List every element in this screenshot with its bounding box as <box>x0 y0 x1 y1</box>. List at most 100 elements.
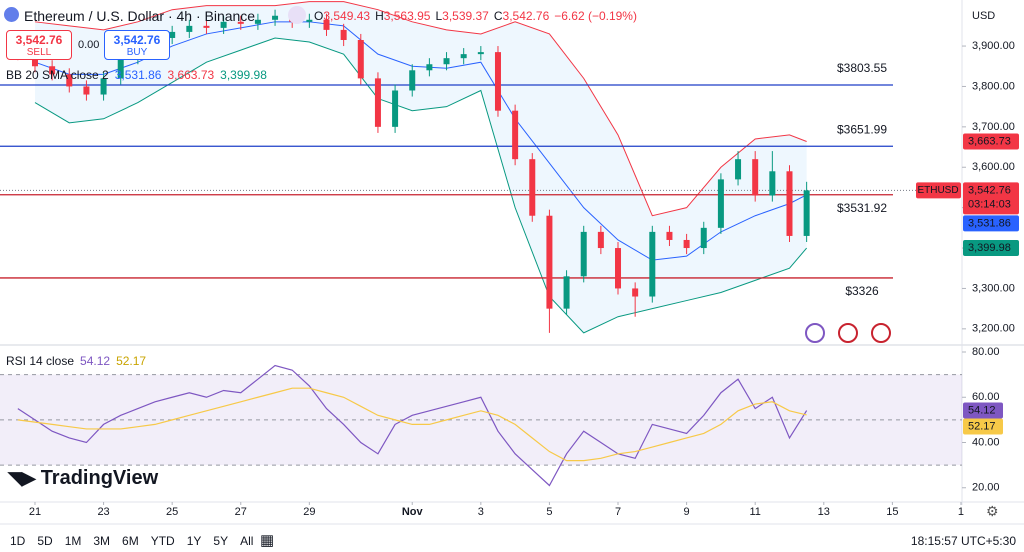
ohlc-change: −6.62 (−0.19%) <box>554 9 637 23</box>
x-tick-label: 25 <box>166 506 178 518</box>
axis-tag <box>963 418 1003 435</box>
axis-tag-label: 54.12 <box>968 404 996 416</box>
range-button[interactable]: 6M <box>122 534 139 548</box>
y-tick-label: 80.00 <box>972 346 1000 358</box>
price-level-label: $3326 <box>845 284 879 298</box>
x-tick-label: 9 <box>684 506 690 518</box>
date-range-icon[interactable]: ▦ <box>260 532 275 549</box>
event-icon <box>805 323 825 343</box>
bb-line <box>34 1 807 217</box>
x-tick-label: 11 <box>749 506 760 518</box>
range-button[interactable]: YTD <box>150 534 175 548</box>
candle-body <box>203 25 210 28</box>
spread: 0.00 <box>78 39 100 51</box>
bb-legend-title: BB 20 SMA close 2 <box>6 68 109 82</box>
ohlc-key: L <box>435 9 443 23</box>
axis-tag-label: 3,399.98 <box>968 242 1011 254</box>
axis-tag <box>963 240 1019 257</box>
axis-tag-label: 3,663.73 <box>968 135 1011 147</box>
bb-legend-value: 3,399.98 <box>220 68 267 82</box>
candle-body <box>717 179 724 228</box>
candle-body <box>374 78 381 127</box>
x-tick-label: 1 <box>958 506 964 518</box>
y-tick-label: 40.00 <box>972 436 1000 448</box>
x-tick-label: 27 <box>235 506 247 518</box>
last-price-tag <box>963 182 1019 215</box>
buy-button[interactable]: 3,542.76 BUY <box>104 30 170 60</box>
candle-body <box>666 231 673 240</box>
price-level-label: $3651.99 <box>837 122 887 136</box>
range-button[interactable]: 3M <box>93 534 111 548</box>
candle-body <box>169 31 176 38</box>
x-tick-label: 21 <box>29 506 41 518</box>
rsi-line <box>17 387 807 462</box>
candle-body <box>752 159 759 196</box>
ohlc-key: O <box>314 9 324 23</box>
y-tick-label: 3,200.00 <box>972 323 1015 335</box>
sell-button[interactable]: 3,542.76 SELL <box>6 30 72 60</box>
brand-name: TradingView <box>40 467 159 489</box>
y-tick-label: 3,900.00 <box>972 40 1015 52</box>
y-tick-label: 60.00 <box>972 391 1000 403</box>
x-tick-label: 3 <box>478 506 484 518</box>
axis-tag-label: 52.17 <box>968 420 996 432</box>
symbol-title[interactable]: Ethereum / U.S. Dollar · 4h · Binance <box>24 8 256 24</box>
symbol-tag <box>916 182 961 199</box>
range-button[interactable]: 5D <box>37 534 53 548</box>
candle-body <box>409 70 416 91</box>
range-button[interactable]: 1D <box>10 534 26 548</box>
candle-body <box>443 58 450 65</box>
candle-body <box>83 86 90 95</box>
settings-icon[interactable]: ⚙ <box>986 503 999 519</box>
axis-tag <box>963 215 1019 232</box>
y-tick-label: 3,300.00 <box>972 282 1015 294</box>
range-button[interactable]: 1Y <box>186 534 202 548</box>
price-level-label: $3531.92 <box>837 201 887 215</box>
candle-body <box>426 64 433 71</box>
candle-body <box>340 29 347 40</box>
bb-legend-value: 3,531.86 <box>114 68 162 82</box>
currency[interactable]: USD <box>972 10 996 22</box>
ohlc-value: 3,542.76 <box>502 9 550 23</box>
rsi-legend: RSI 14 close 54.12 52.17 <box>6 354 152 368</box>
x-tick-label: Nov <box>402 506 424 518</box>
candle-body <box>649 231 656 297</box>
event-icon <box>871 323 891 343</box>
bb-fill <box>34 1 807 333</box>
countdown: 03:14:03 <box>968 198 1011 210</box>
symbol-tag-label: ETHUSD <box>917 185 958 196</box>
brand-logo[interactable]: ◥▶ TradingView <box>8 467 158 490</box>
x-tick-label: 7 <box>615 506 621 518</box>
buy-price: 3,542.76 <box>113 33 161 47</box>
compare-button[interactable] <box>288 6 306 24</box>
range-button[interactable]: 5Y <box>213 534 229 548</box>
candle-body <box>237 21 244 24</box>
candle-body <box>615 248 622 289</box>
rsi-legend-value: 52.17 <box>116 354 147 368</box>
rsi-legend-title: RSI 14 close <box>6 354 75 368</box>
candle-body <box>477 52 484 55</box>
candle-body <box>580 231 587 277</box>
x-tick-label: 29 <box>303 506 315 518</box>
range-button[interactable]: 1M <box>64 534 82 548</box>
candle-body <box>220 21 227 28</box>
candle-body <box>494 52 501 111</box>
candle-body <box>786 171 793 236</box>
range-button[interactable]: All <box>240 534 254 548</box>
candle-body <box>49 66 56 75</box>
candle-body <box>529 159 536 216</box>
candle-body <box>632 288 639 297</box>
candle-body <box>460 54 467 59</box>
x-tick-label: 5 <box>546 506 552 518</box>
last-price-label: 3,542.76 <box>968 184 1011 196</box>
axis-tag <box>963 402 1003 419</box>
candle-body <box>254 19 261 24</box>
candle-body <box>803 190 810 236</box>
y-tick-label: 20.00 <box>972 482 1000 494</box>
y-tick-label: 3,800.00 <box>972 80 1015 92</box>
y-tick-label: 3,600.00 <box>972 161 1015 173</box>
candle-body <box>769 171 776 196</box>
axis-tag-label: 3,531.86 <box>968 217 1011 229</box>
